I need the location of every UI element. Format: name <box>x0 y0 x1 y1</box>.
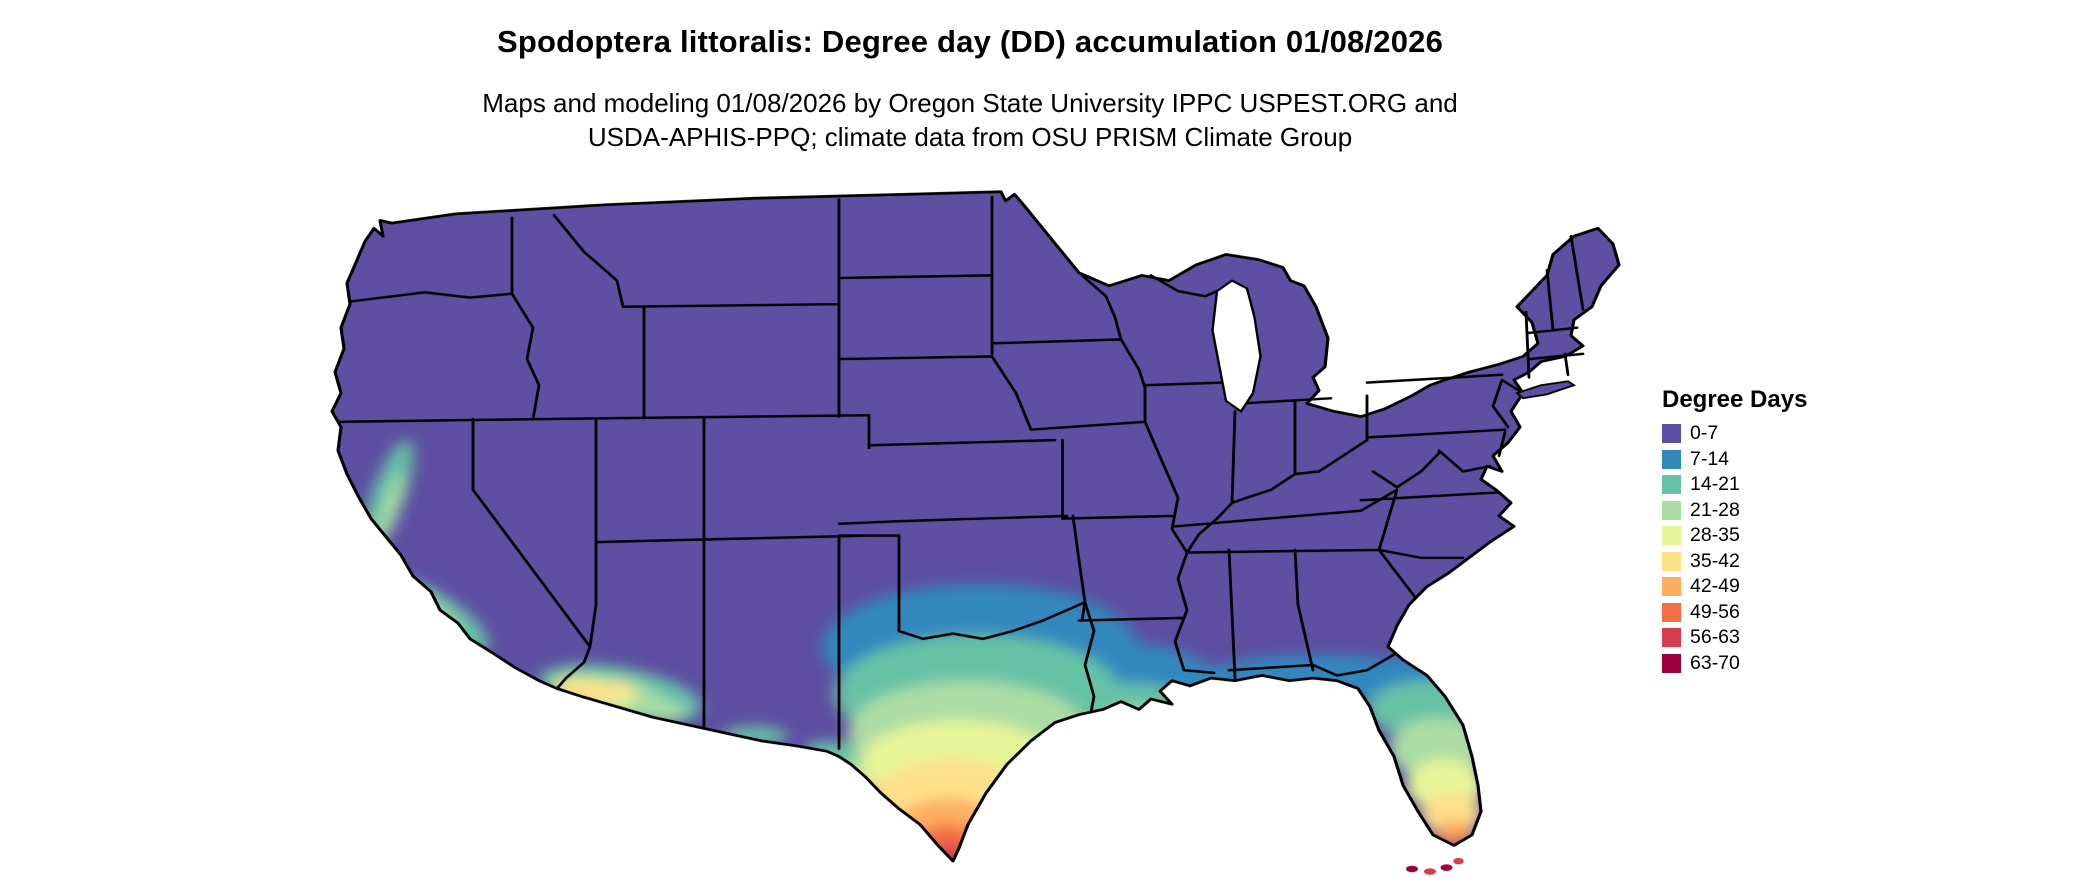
page-title: Spodoptera littoralis: Degree day (DD) a… <box>496 24 1444 59</box>
legend-item: 0-7 <box>1662 422 1807 444</box>
legend-item: 49-56 <box>1662 600 1807 623</box>
legend-item: 56-63 <box>1662 626 1807 648</box>
legend-item-label: 35-42 <box>1690 549 1740 572</box>
us-degree-day-map <box>330 190 1621 875</box>
subtitle: Maps and modeling 01/08/2026 by Oregon S… <box>0 86 1940 154</box>
legend-swatch <box>1662 475 1681 494</box>
legend-swatch <box>1662 577 1681 596</box>
legend-swatch <box>1662 526 1681 545</box>
legend-item-label: 42-49 <box>1690 575 1740 597</box>
legend-item-label: 63-70 <box>1690 651 1740 674</box>
legend-swatch <box>1662 449 1681 469</box>
legend-item-label: 28-35 <box>1690 524 1740 546</box>
legend-item: 7-14 <box>1662 447 1807 470</box>
subtitle-line-2: USDA-APHIS-PPQ; climate data from OSU PR… <box>587 122 1353 152</box>
dd-region-42-49 <box>896 798 1472 856</box>
legend-item: 21-28 <box>1662 498 1807 521</box>
legend-item-label: 7-14 <box>1690 447 1730 470</box>
legend-swatch <box>1662 602 1681 622</box>
legend-swatch <box>1662 653 1681 673</box>
legend-swatch <box>1662 551 1681 571</box>
legend-swatch <box>1662 424 1681 443</box>
legend-item: 63-70 <box>1662 651 1807 674</box>
legend-item: 28-35 <box>1662 524 1807 546</box>
state-borders <box>336 195 1585 750</box>
legend: Degree Days 0-7 7-14 14-21 21-28 28-35 35-42 4… <box>1662 386 1807 679</box>
legend-item: 14-21 <box>1662 473 1807 495</box>
subtitle-line-1: Maps and modeling 01/08/2026 by Oregon S… <box>482 88 1458 118</box>
legend-items: 0-7 7-14 14-21 21-28 28-35 35-42 42-49 49-56 56-… <box>1662 422 1807 674</box>
long-island <box>1515 380 1577 400</box>
us-outline <box>330 190 1621 863</box>
legend-swatch <box>1662 628 1681 647</box>
legend-item-label: 56-63 <box>1690 626 1740 648</box>
legend-item-label: 0-7 <box>1690 422 1719 444</box>
legend-item: 42-49 <box>1662 575 1807 597</box>
legend-item-label: 21-28 <box>1690 498 1740 521</box>
florida-keys <box>1406 857 1464 875</box>
legend-item-label: 14-21 <box>1690 473 1740 495</box>
dd-region-49-56 <box>917 824 1463 862</box>
legend-swatch <box>1662 500 1681 520</box>
legend-title: Degree Days <box>1662 386 1808 413</box>
legend-item: 35-42 <box>1662 549 1807 572</box>
lake-michigan <box>1211 279 1262 413</box>
legend-item-label: 49-56 <box>1690 600 1740 623</box>
